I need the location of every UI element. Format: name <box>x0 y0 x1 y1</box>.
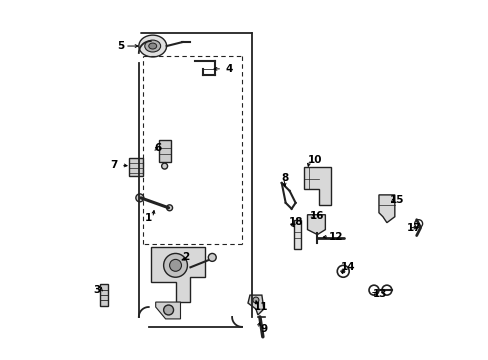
Text: 4: 4 <box>225 64 232 74</box>
Polygon shape <box>378 195 394 223</box>
Circle shape <box>169 260 181 271</box>
Bar <box>293 220 300 249</box>
Bar <box>100 284 108 306</box>
Text: 8: 8 <box>281 173 288 183</box>
Text: 16: 16 <box>309 211 324 221</box>
Ellipse shape <box>139 35 166 57</box>
Polygon shape <box>155 302 180 319</box>
Polygon shape <box>150 247 205 302</box>
Circle shape <box>162 163 167 169</box>
Text: 14: 14 <box>340 262 355 272</box>
Ellipse shape <box>148 43 156 49</box>
Text: 1: 1 <box>145 213 152 223</box>
Circle shape <box>163 253 187 277</box>
Text: 7: 7 <box>110 160 118 170</box>
Text: 10: 10 <box>307 155 322 165</box>
Polygon shape <box>303 167 331 205</box>
Text: 3: 3 <box>93 285 101 295</box>
Text: 12: 12 <box>328 231 343 242</box>
Circle shape <box>136 194 143 202</box>
Ellipse shape <box>144 40 161 52</box>
Text: 9: 9 <box>260 324 267 334</box>
Polygon shape <box>247 295 264 315</box>
Text: 6: 6 <box>154 143 161 153</box>
Bar <box>158 140 170 162</box>
Text: 11: 11 <box>253 302 267 312</box>
Circle shape <box>252 297 258 303</box>
Circle shape <box>166 205 172 211</box>
Text: 15: 15 <box>389 195 403 205</box>
Circle shape <box>163 305 173 315</box>
Text: 18: 18 <box>288 217 302 227</box>
Text: 2: 2 <box>182 252 189 262</box>
Text: 17: 17 <box>406 222 420 233</box>
Circle shape <box>208 253 216 261</box>
Polygon shape <box>307 215 325 235</box>
Text: 5: 5 <box>117 41 124 51</box>
Text: 13: 13 <box>372 289 386 299</box>
Bar <box>129 158 142 176</box>
